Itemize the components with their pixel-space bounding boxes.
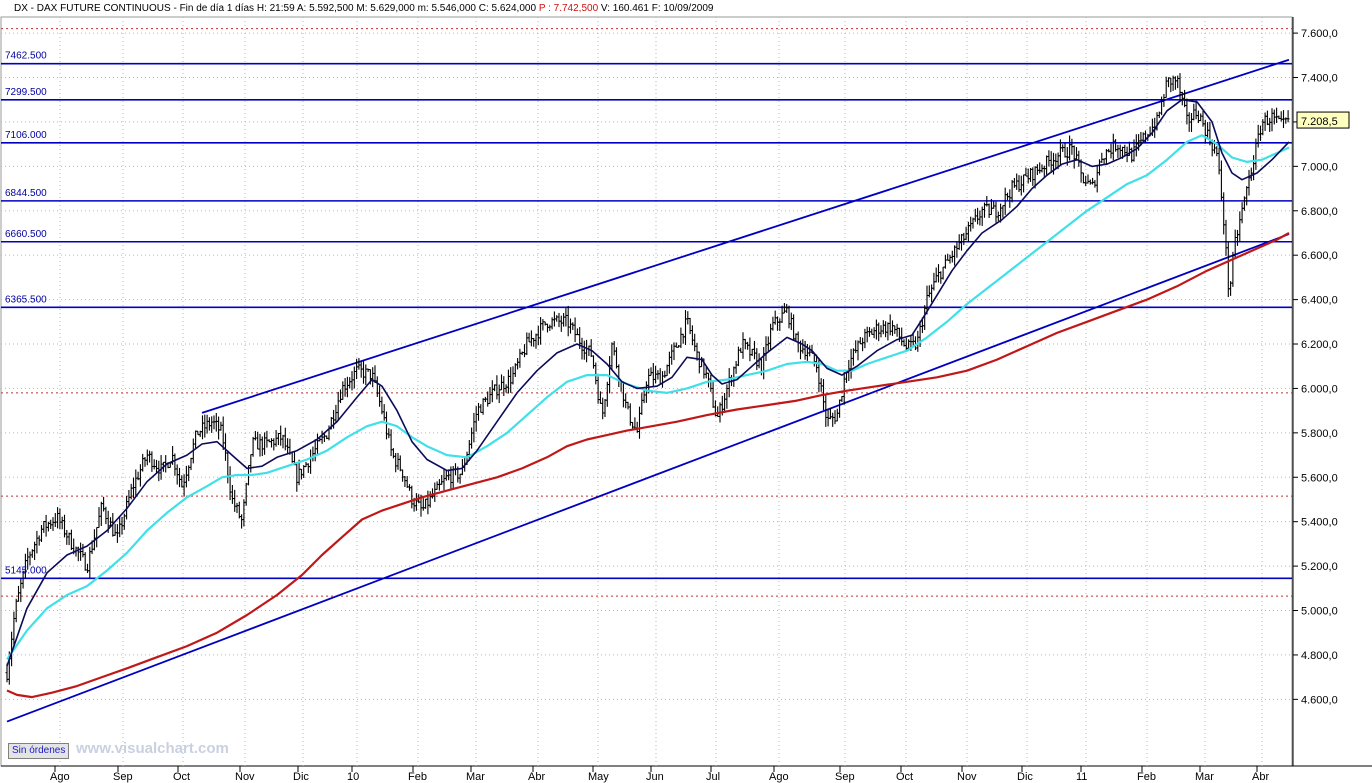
- header-bar: [0, 0, 1372, 16]
- level-label: 5145.000: [5, 565, 47, 576]
- x-tick-label: Dic: [1017, 771, 1033, 783]
- y-tick-label: 6.400,0: [1301, 295, 1338, 307]
- y-tick-label: 7.000,0: [1301, 161, 1338, 173]
- y-tick-label: 7.400,0: [1301, 73, 1338, 85]
- trend-line: [201, 58, 1290, 414]
- header-m-label: M:: [356, 3, 367, 14]
- sma-fast-line: [6, 98, 1290, 667]
- y-tick-label: 5.600,0: [1301, 472, 1338, 484]
- x-tick-label: Abr: [528, 771, 545, 783]
- header-m-value: 5.629,000: [370, 3, 415, 14]
- x-tick-label: Sep: [113, 771, 133, 783]
- header-frame: Fin de día 1 días: [180, 3, 255, 14]
- header-a-label: A:: [297, 3, 306, 14]
- header-h-value: 21:59: [270, 3, 295, 14]
- level-label: 7462.500: [5, 51, 47, 62]
- x-tick-label: Ago: [50, 771, 70, 783]
- level-label: 7299.500: [5, 87, 47, 98]
- header-c-label: C:: [479, 3, 489, 14]
- x-tick-label: Abr: [1252, 771, 1269, 783]
- x-tick-label: Dic: [293, 771, 309, 783]
- header-f-value: 10/09/2009: [663, 3, 713, 14]
- y-tick-label: 4.800,0: [1301, 650, 1338, 662]
- header-f-label: F:: [652, 3, 661, 14]
- header-c-value: 5.624,000: [492, 3, 537, 14]
- level-label: 6365.500: [5, 294, 47, 305]
- trend-line: [6, 233, 1290, 723]
- level-label: 6844.500: [5, 188, 47, 199]
- header-info: DX - DAX FUTURE CONTINUOUS - Fin de día …: [14, 3, 714, 14]
- x-tick-label: Mar: [466, 771, 485, 783]
- price-bars: [5, 73, 1290, 685]
- header-h-label: H:: [257, 3, 267, 14]
- y-tick-label: 4.600,0: [1301, 694, 1338, 706]
- grid-lines: [1, 17, 1293, 766]
- x-tick-label: Mar: [1195, 771, 1214, 783]
- y-tick-label: 5.200,0: [1301, 561, 1338, 573]
- x-tick-label: Sep: [835, 771, 855, 783]
- x-tick-label: Oct: [173, 771, 190, 783]
- y-tick-label: 6.800,0: [1301, 206, 1338, 218]
- orders-button[interactable]: Sin órdenes: [8, 743, 70, 759]
- sma-slow-line: [6, 232, 1290, 699]
- sma-mid-line: [6, 134, 1290, 661]
- y-tick-label: 6.600,0: [1301, 250, 1338, 262]
- level-label: 6660.500: [5, 229, 47, 240]
- header-p-value: 7.742,500: [554, 3, 599, 14]
- x-tick-label: May: [588, 771, 609, 783]
- y-tick-label: 5.800,0: [1301, 428, 1338, 440]
- x-tick-label: Jul: [706, 771, 720, 783]
- x-tick-label: 11: [1076, 771, 1087, 783]
- y-tick-label: 6.200,0: [1301, 339, 1338, 351]
- x-tick-label: Feb: [1137, 771, 1156, 783]
- x-tick-label: Feb: [408, 771, 427, 783]
- header-symbol: DX - DAX FUTURE CONTINUOUS: [14, 3, 171, 14]
- axis-labels: Ago Sep Oct Nov Dic 10 Feb Mar Abr May Jun Jul Ago Se…: [5, 28, 1350, 783]
- watermark: www.visualchart.com: [76, 740, 229, 757]
- y-tick-label: 5.000,0: [1301, 606, 1338, 618]
- header-min-value: 5.546,000: [431, 3, 476, 14]
- header-p-label: P :: [539, 3, 551, 14]
- y-tick-label: 7.600,0: [1301, 28, 1338, 40]
- x-tick-label: Jun: [646, 771, 664, 783]
- header-a-value: 5.592,500: [309, 3, 354, 14]
- y-tick-label: 5.400,0: [1301, 517, 1338, 529]
- header-v-value: 160.461: [613, 3, 650, 14]
- x-tick-label: Nov: [957, 771, 977, 783]
- header-v-label: V:: [601, 3, 610, 14]
- last-value-label: 7.208,5: [1301, 116, 1338, 128]
- level-label: 7106.000: [5, 130, 47, 141]
- x-tick-label: Ago: [769, 771, 789, 783]
- x-tick-label: Oct: [896, 771, 913, 783]
- y-tick-label: 6.000,0: [1301, 383, 1338, 395]
- plot-area: [1, 28, 1292, 723]
- last-value-badge: [1296, 111, 1350, 129]
- x-tick-label: Nov: [235, 771, 255, 783]
- x-tick-label: 10: [347, 771, 359, 783]
- header-min-label: m:: [418, 3, 429, 14]
